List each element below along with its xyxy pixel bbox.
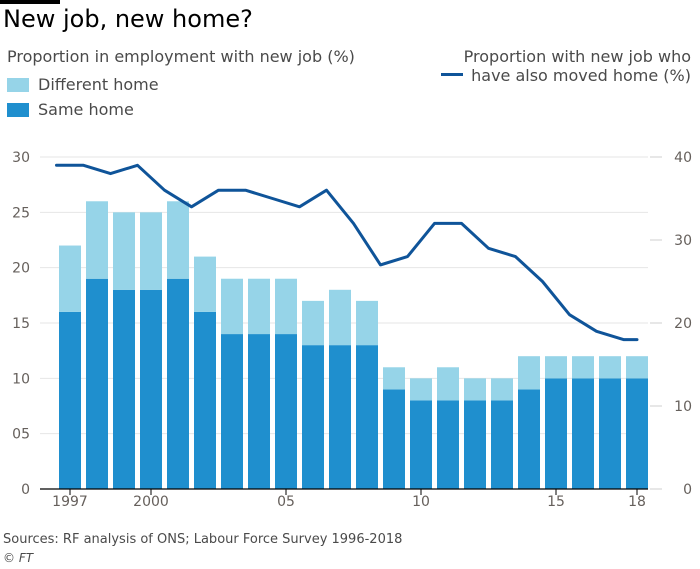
- bar-different-home-2010: [410, 378, 432, 401]
- x-axis-tick-label: 2000: [133, 494, 169, 510]
- legend-swatch-different-home: [7, 77, 29, 92]
- legend-swatch-line: [441, 73, 464, 76]
- bar-same-home-2006: [302, 345, 324, 489]
- bar-different-home-2001: [167, 201, 189, 279]
- left-axis-tick-label: 20: [12, 261, 30, 277]
- bar-different-home-2006: [302, 300, 324, 346]
- right-axis-tick-label: 0: [683, 482, 692, 498]
- bar-same-home-2012: [464, 400, 486, 489]
- chart-title: New job, new home?: [3, 5, 253, 33]
- bar-same-home-2016: [572, 378, 594, 489]
- bar-different-home-2003: [221, 278, 243, 335]
- bar-different-home-2009: [383, 367, 405, 390]
- right-axis-subtitle-line2: have also moved home (%): [441, 66, 691, 85]
- right-axis-subtitle: Proportion with new job who have also mo…: [441, 47, 691, 85]
- bar-different-home-2016: [572, 356, 594, 379]
- bar-different-home-2002: [194, 256, 216, 312]
- ft-top-bar: [0, 0, 60, 4]
- bar-same-home-2007: [329, 345, 351, 489]
- bar-different-home-1998: [86, 201, 108, 279]
- bar-different-home-1999: [113, 212, 135, 290]
- bar-different-home-2017: [599, 356, 621, 379]
- left-axis-tick-label: 15: [12, 316, 30, 332]
- bar-same-home-2003: [221, 334, 243, 489]
- x-axis-tick-label: 15: [547, 494, 565, 510]
- right-axis-subtitle-line1: Proportion with new job who: [463, 47, 691, 66]
- bar-same-home-2017: [599, 378, 621, 489]
- bar-same-home-2001: [167, 278, 189, 489]
- bar-same-home-2008: [356, 345, 378, 489]
- legend-swatch-same-home: [7, 102, 29, 117]
- bar-same-home-2015: [545, 378, 567, 489]
- right-axis-tick-label: 20: [674, 316, 692, 332]
- x-axis-tick-label: 10: [412, 494, 430, 510]
- legend-label-different-home: Different home: [38, 75, 159, 94]
- right-axis-tick-label: 10: [674, 399, 692, 415]
- bar-same-home-2010: [410, 400, 432, 489]
- left-axis-tick-label: 30: [12, 150, 30, 166]
- bar-different-home-2012: [464, 378, 486, 401]
- bar-different-home-2008: [356, 300, 378, 346]
- line-series-moved-home: [55, 163, 639, 342]
- source-note: Sources: RF analysis of ONS; Labour Forc…: [3, 532, 403, 547]
- left-axis-tick-label: 05: [12, 427, 30, 443]
- left-axis-tick-label: 0: [21, 482, 30, 498]
- bar-same-home-1998: [86, 278, 108, 489]
- left-axis-tick-label: 10: [12, 371, 30, 387]
- bar-different-home-1997: [59, 245, 81, 312]
- left-axis-subtitle: Proportion in employment with new job (%…: [7, 47, 355, 66]
- bar-same-home-1997: [59, 311, 81, 489]
- bar-same-home-2005: [275, 334, 297, 489]
- bar-same-home-2002: [194, 311, 216, 489]
- bar-same-home-2013: [491, 400, 513, 489]
- x-axis-tick-label: 1997: [52, 494, 88, 510]
- bar-same-home-2011: [437, 400, 459, 489]
- legend-label-same-home: Same home: [38, 100, 134, 119]
- bar-same-home-1999: [113, 289, 135, 489]
- right-axis-tick-label: 30: [674, 233, 692, 249]
- bar-different-home-2013: [491, 378, 513, 401]
- ft-credit: © FT: [3, 551, 34, 565]
- bar-different-home-2014: [518, 356, 540, 390]
- bar-different-home-2018: [626, 356, 648, 379]
- bar-same-home-2004: [248, 334, 270, 489]
- right-axis-tick-label: 40: [674, 150, 692, 166]
- bar-same-home-2014: [518, 389, 540, 489]
- legend-item-same-home: Same home: [7, 100, 134, 119]
- right-axis-subtitle-line2-text: have also moved home (%): [471, 66, 691, 85]
- bar-different-home-2005: [275, 278, 297, 335]
- bar-same-home-2009: [383, 389, 405, 489]
- bar-different-home-2000: [140, 212, 162, 290]
- bar-different-home-2015: [545, 356, 567, 379]
- bar-different-home-2007: [329, 289, 351, 346]
- bar-same-home-2018: [626, 378, 648, 489]
- left-axis-tick-label: 25: [12, 205, 30, 221]
- bar-same-home-2000: [140, 289, 162, 489]
- x-axis-tick-label: 05: [277, 494, 295, 510]
- legend-item-different-home: Different home: [7, 75, 159, 94]
- bar-different-home-2004: [248, 278, 270, 335]
- bar-different-home-2011: [437, 367, 459, 401]
- x-axis-tick-label: 18: [628, 494, 646, 510]
